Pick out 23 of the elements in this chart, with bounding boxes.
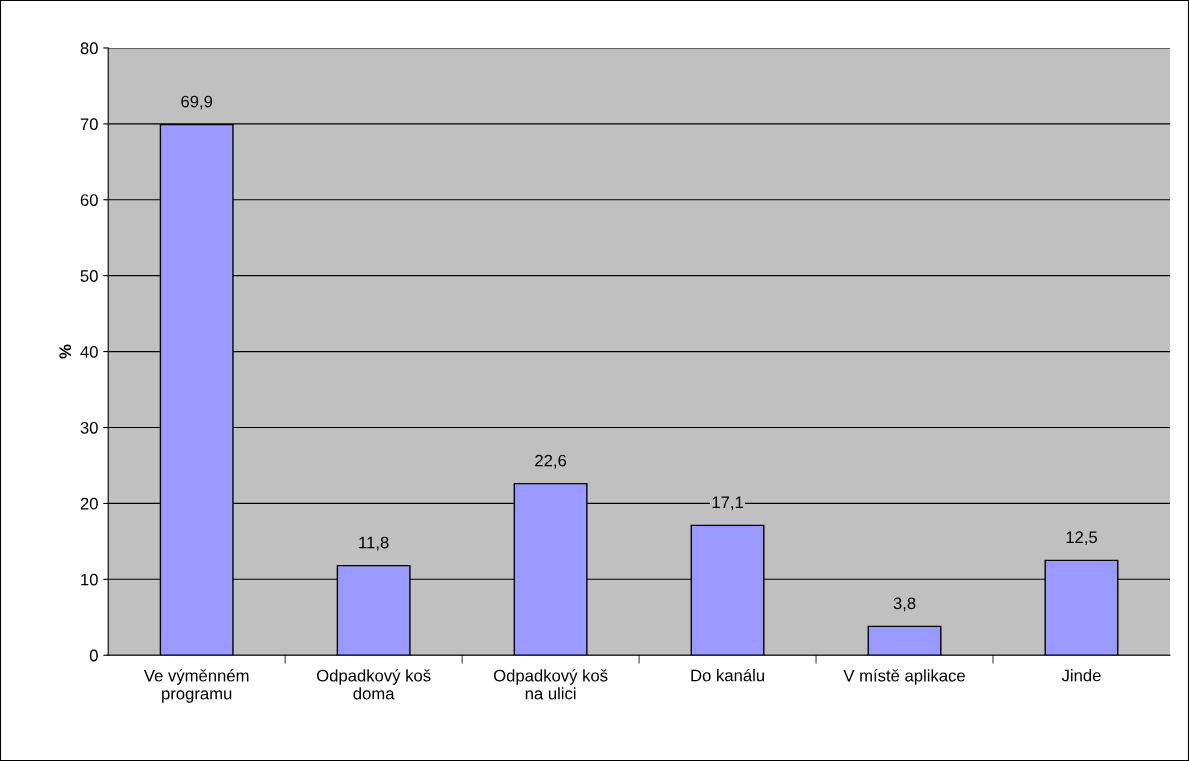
x-tick-label: Do kanálu (691, 668, 764, 682)
x-tick-label: Ve výměnném programu (143, 669, 249, 703)
y-tick-label: 10 (81, 573, 98, 586)
y-tick-label: 0 (89, 649, 98, 662)
data-label: 12,5 (1066, 531, 1098, 546)
y-tick-label: 60 (80, 194, 98, 206)
y-tick-label: 70 (80, 118, 98, 131)
x-tick-label: V místě aplikace (843, 669, 965, 685)
x-tick-label: Jinde (1061, 669, 1101, 682)
data-label: 69,9 (181, 95, 213, 110)
y-tick-label: 50 (80, 270, 98, 282)
y-tick-label: 80 (80, 42, 98, 55)
data-label: 3,8 (893, 597, 916, 612)
data-label: 22,6 (535, 454, 567, 469)
y-tick-label: 20 (80, 497, 98, 510)
y-axis-title: % (59, 344, 72, 359)
data-label: 11,8 (359, 536, 389, 551)
y-tick-label: 30 (80, 421, 98, 434)
y-tick-label: 40 (80, 345, 98, 358)
data-label: 17,1 (712, 496, 743, 511)
x-tick-label: Odpadkový koš doma (317, 669, 431, 700)
x-tick-label: Odpadkový koš na ulici (493, 669, 608, 700)
bar (867, 625, 942, 656)
